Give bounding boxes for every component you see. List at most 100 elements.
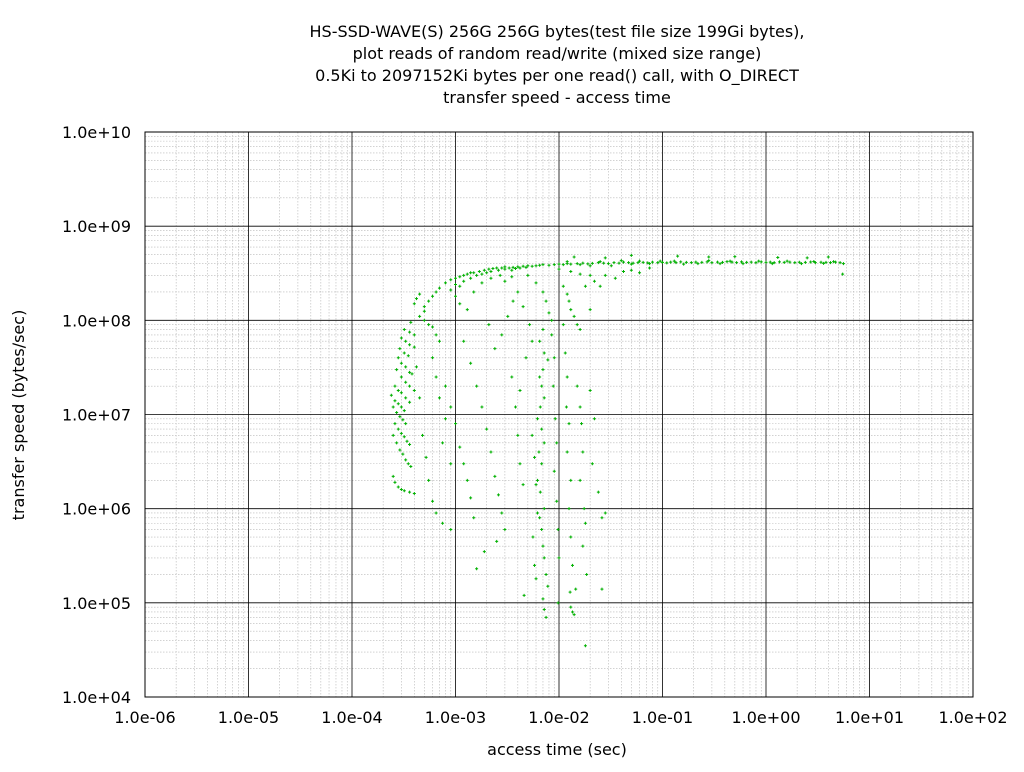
data-point (434, 375, 438, 379)
data-point (510, 375, 514, 379)
data-point (443, 281, 447, 285)
y-tick-label: 1.0e+07 (62, 406, 131, 425)
data-point (422, 305, 426, 309)
title-line: transfer speed - access time (443, 88, 671, 107)
data-point (443, 417, 447, 421)
data-point (526, 264, 530, 268)
data-point (598, 260, 602, 264)
data-point (570, 610, 574, 614)
plot-frame (144, 131, 974, 698)
data-point (725, 260, 729, 264)
data-point (402, 351, 406, 355)
data-point (557, 262, 561, 266)
data-point (391, 474, 395, 478)
data-point (718, 262, 722, 266)
data-point (569, 270, 573, 274)
data-point (672, 259, 676, 263)
data-point (427, 478, 431, 482)
data-point (402, 327, 406, 331)
data-point (522, 593, 526, 597)
data-point (398, 415, 402, 419)
data-point (530, 264, 534, 268)
data-point (822, 261, 826, 265)
data-point (575, 384, 579, 388)
data-point (495, 539, 499, 543)
data-point (541, 327, 545, 331)
data-point (472, 290, 476, 294)
data-point (395, 441, 399, 445)
x-tick-label: 1.0e-03 (425, 708, 486, 727)
data-point (449, 288, 453, 292)
data-point (541, 544, 545, 548)
data-point (541, 368, 545, 372)
data-point (408, 400, 412, 404)
data-point (401, 452, 405, 456)
data-point (491, 267, 495, 271)
data-point (524, 265, 528, 269)
data-point (418, 292, 422, 296)
data-point (622, 270, 626, 274)
data-point (581, 544, 585, 548)
data-point (422, 318, 426, 322)
data-point (462, 273, 466, 277)
data-point (819, 260, 823, 264)
data-point (629, 262, 633, 266)
data-point (526, 273, 530, 277)
data-point (404, 458, 408, 462)
data-point (412, 345, 416, 349)
data-point (799, 262, 803, 266)
data-point (441, 521, 445, 525)
data-point (841, 272, 845, 276)
data-point (389, 393, 393, 397)
data-point (733, 255, 737, 259)
data-point (409, 320, 413, 324)
data-point (598, 284, 602, 288)
data-point (482, 550, 486, 554)
data-point (578, 272, 582, 276)
data-point (536, 417, 540, 421)
data-point (665, 261, 669, 265)
data-point (542, 351, 546, 355)
data-point (533, 563, 537, 567)
data-point (500, 266, 504, 270)
data-point (404, 422, 408, 426)
data-point (449, 462, 453, 466)
data-point (707, 259, 711, 263)
data-point (524, 356, 528, 360)
data-point (785, 259, 789, 263)
title-line: 0.5Ki to 2097152Ki bytes per one read() … (315, 66, 799, 86)
data-point (516, 265, 520, 269)
data-point (489, 270, 493, 274)
data-point (485, 427, 489, 431)
data-point (475, 567, 479, 571)
data-point (547, 263, 551, 267)
data-point (469, 271, 473, 275)
data-point (586, 262, 590, 266)
data-point (449, 278, 453, 282)
data-point (538, 490, 542, 494)
data-point (583, 284, 587, 288)
data-point (404, 380, 408, 384)
data-point (569, 535, 573, 539)
data-point (596, 490, 600, 494)
data-point (475, 384, 479, 388)
y-axis-ticks: 1.0e+04 1.0e+05 1.0e+06 1.0e+07 1.0e+08 1.0e+… (62, 123, 131, 707)
data-point (542, 507, 546, 511)
data-point (410, 372, 414, 376)
data-point (777, 260, 781, 264)
data-point (542, 441, 546, 445)
data-point (588, 388, 592, 392)
data-point (770, 262, 774, 266)
data-point (454, 276, 457, 280)
data-point (544, 572, 548, 576)
data-point (477, 270, 481, 274)
data-point (544, 615, 548, 619)
data-point (534, 281, 538, 285)
x-tick-label: 1.0e-05 (218, 708, 279, 727)
data-point (465, 272, 469, 276)
data-point (565, 260, 569, 264)
data-point (533, 455, 537, 459)
data-point (617, 261, 621, 265)
data-point (772, 261, 776, 265)
